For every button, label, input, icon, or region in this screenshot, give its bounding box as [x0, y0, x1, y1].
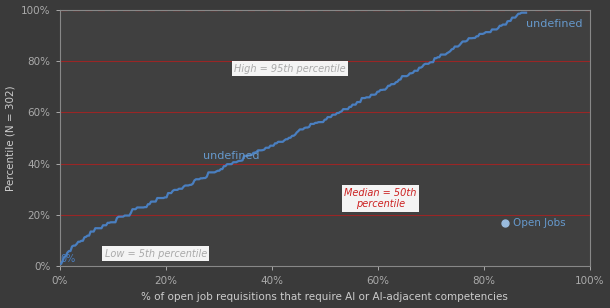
Text: Open Jobs: Open Jobs	[513, 218, 565, 228]
Text: 0%: 0%	[60, 254, 76, 264]
Text: undefined: undefined	[526, 19, 583, 29]
Text: Low = 5th percentile: Low = 5th percentile	[105, 249, 207, 259]
Text: undefined: undefined	[203, 151, 259, 160]
Y-axis label: Percentile (N = 302): Percentile (N = 302)	[5, 85, 16, 191]
X-axis label: % of open job requisitions that require AI or AI-adjacent competencies: % of open job requisitions that require …	[142, 292, 508, 302]
Text: Median = 50th
percentile: Median = 50th percentile	[344, 188, 417, 209]
Text: High = 95th percentile: High = 95th percentile	[234, 64, 346, 74]
